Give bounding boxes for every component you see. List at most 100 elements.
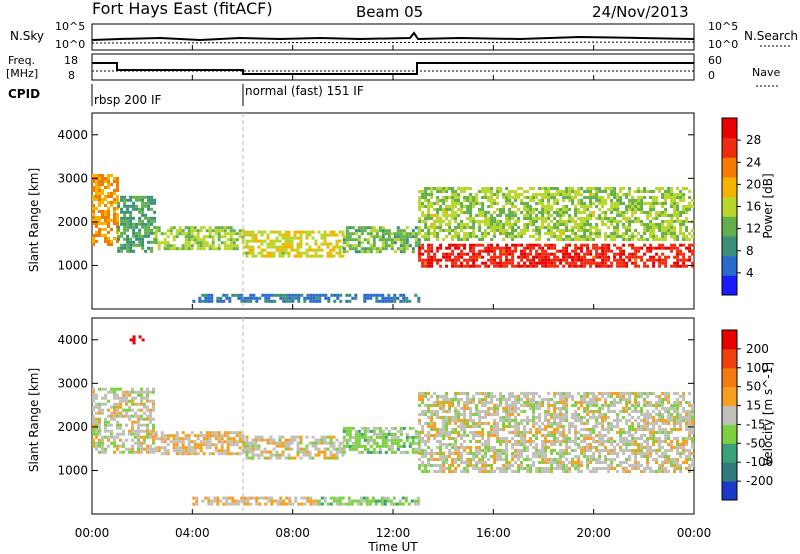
heatmap-cell	[107, 420, 110, 424]
heatmap-cell	[652, 434, 656, 437]
heatmap-cell	[116, 432, 119, 436]
heatmap-cell	[508, 258, 512, 262]
heatmap-cell	[676, 252, 680, 256]
heatmap-cell	[508, 404, 512, 407]
heatmap-cell	[616, 252, 620, 256]
heatmap-cell	[251, 450, 255, 454]
heatmap-cell	[613, 419, 617, 422]
heatmap-cell	[466, 395, 470, 398]
heatmap-cell	[110, 387, 113, 391]
heatmap-cell	[505, 443, 509, 446]
heatmap-cell	[190, 235, 194, 239]
heatmap-cell	[196, 238, 200, 242]
heatmap-cell	[490, 255, 494, 259]
heatmap-cell	[520, 232, 524, 235]
heatmap-cell	[652, 229, 656, 232]
heatmap-cell	[427, 208, 431, 211]
heatmap-cell	[101, 396, 104, 400]
heatmap-cell	[205, 437, 209, 441]
heatmap-cell	[257, 245, 261, 249]
heatmap-cell	[553, 467, 557, 470]
heatmap-cell	[332, 447, 336, 451]
heatmap-cell	[631, 199, 635, 202]
heatmap-cell	[187, 244, 191, 248]
heatmap-cell	[526, 246, 530, 250]
heatmap-cell	[140, 441, 143, 445]
heatmap-cell	[372, 426, 376, 430]
heatmap-cell	[193, 443, 197, 447]
heatmap-cell	[381, 432, 385, 436]
heatmap-cell	[267, 499, 271, 503]
heatmap-cell	[439, 243, 443, 247]
heatmap-cell	[445, 223, 449, 226]
heatmap-cell	[451, 193, 455, 196]
heatmap-cell	[411, 229, 415, 233]
heatmap-cell	[278, 441, 282, 445]
heatmap-cell	[574, 220, 578, 223]
heatmap-cell	[232, 229, 236, 233]
heatmap-cell	[643, 202, 647, 205]
heatmap-cell	[357, 444, 361, 448]
heatmap-cell	[652, 208, 656, 211]
heatmap-cell	[424, 410, 428, 413]
heatmap-cell	[589, 202, 593, 205]
heatmap-cell	[360, 444, 364, 448]
heatmap-cell	[92, 204, 95, 207]
heatmap-cell	[284, 236, 288, 240]
heatmap-cell	[123, 204, 127, 208]
heatmap-cell	[598, 217, 602, 220]
heatmap-cell	[134, 420, 137, 424]
heatmap-cell	[592, 455, 596, 458]
heatmap-cell	[481, 214, 485, 217]
heatmap-cell	[547, 205, 551, 208]
heatmap-cell	[589, 252, 593, 256]
heatmap-cell	[508, 410, 512, 413]
heatmap-cell	[547, 199, 551, 202]
heatmap-cell	[598, 458, 602, 461]
heatmap-cell	[245, 441, 249, 445]
heatmap-cell	[116, 444, 119, 448]
heatmap-cell	[143, 429, 146, 433]
heatmap-cell	[502, 398, 506, 401]
heatmap-cell	[574, 261, 578, 265]
heatmap-cell	[547, 419, 551, 422]
heatmap-cell	[430, 264, 434, 268]
heatmap-cell	[556, 437, 560, 440]
heatmap-cell	[484, 235, 488, 238]
heatmap-cell	[150, 240, 154, 244]
heatmap-cell	[634, 398, 638, 401]
heatmap-cell	[308, 254, 312, 258]
heatmap-cell	[610, 223, 614, 226]
heatmap-cell	[616, 208, 620, 211]
heatmap-cell	[469, 258, 473, 262]
heatmap-cell	[418, 446, 422, 449]
heatmap-cell	[169, 229, 173, 233]
heatmap-cell	[484, 246, 488, 250]
heatmap-cell	[622, 252, 626, 256]
heatmap-cell	[442, 190, 446, 193]
heatmap-cell	[619, 446, 623, 449]
heatmap-cell	[193, 229, 197, 233]
heatmap-cell	[119, 438, 122, 442]
heatmap-cell	[646, 452, 650, 455]
heatmap-cell	[342, 238, 346, 242]
heatmap-cell	[141, 210, 145, 214]
heatmap-cell	[676, 413, 680, 416]
heatmap-cell	[205, 440, 209, 444]
heatmap-cell	[457, 223, 461, 226]
heatmap-cell	[399, 247, 403, 251]
heatmap-cell	[439, 449, 443, 452]
heatmap-cell	[664, 392, 668, 395]
heatmap-cell	[351, 226, 355, 230]
heatmap-cell	[390, 244, 394, 248]
heatmap-cell	[305, 251, 309, 255]
heatmap-cell	[634, 205, 638, 208]
heatmap-cell	[487, 243, 491, 247]
heatmap-cell	[511, 407, 515, 410]
heatmap-cell	[523, 404, 527, 407]
heatmap-cell	[553, 407, 557, 410]
heatmap-cell	[445, 199, 449, 202]
heatmap-cell	[586, 205, 590, 208]
heatmap-cell	[493, 431, 497, 434]
heatmap-cell	[433, 404, 437, 407]
